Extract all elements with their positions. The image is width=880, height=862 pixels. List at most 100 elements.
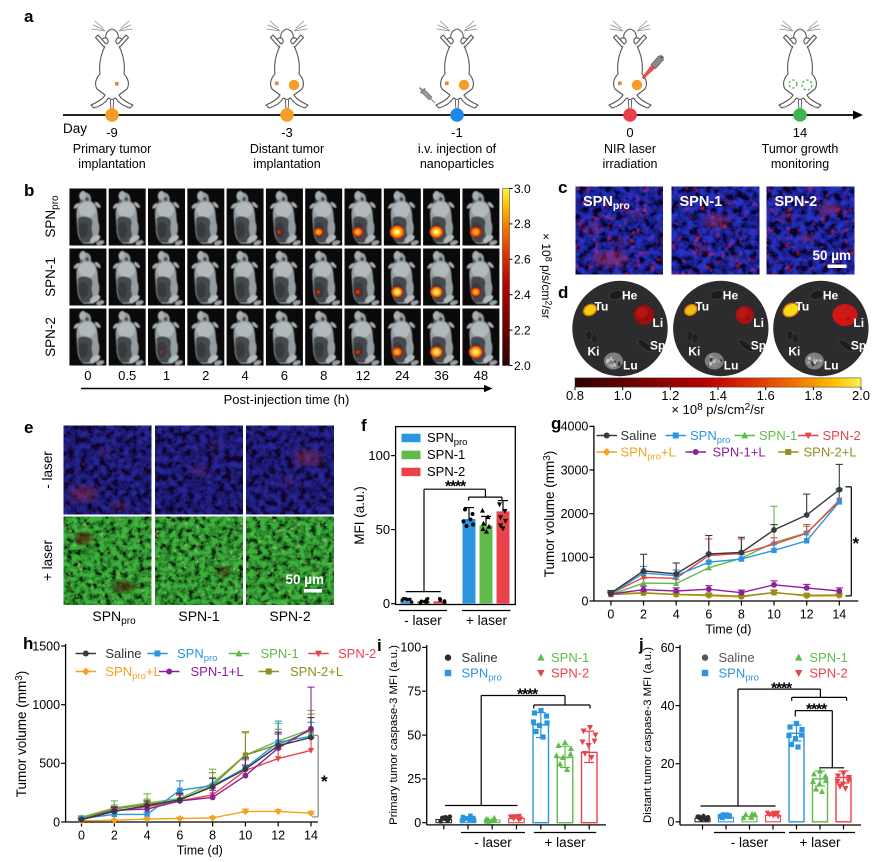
svg-text:SPN-1+L: SPN-1+L xyxy=(191,664,244,679)
svg-text:4: 4 xyxy=(144,829,151,843)
svg-text:Ki: Ki xyxy=(788,345,800,359)
svg-text:SPN-1: SPN-1 xyxy=(809,650,847,665)
svg-text:Saline: Saline xyxy=(462,650,498,665)
svg-text:0: 0 xyxy=(414,816,421,830)
svg-text:SPN-2: SPN-2 xyxy=(551,666,589,681)
svg-text:- laser: - laser xyxy=(404,613,442,628)
svg-text:Primary tumor caspase-3 MFI (a: Primary tumor caspase-3 MFI (a.u.) xyxy=(388,645,400,825)
svg-text:50: 50 xyxy=(376,522,390,537)
svg-text:SPN-2: SPN-2 xyxy=(823,428,861,443)
svg-text:0.8: 0.8 xyxy=(566,388,584,403)
svg-text:Saline: Saline xyxy=(105,646,141,661)
svg-text:10: 10 xyxy=(767,608,781,622)
svg-text:× 108 p/s/cm2/sr: × 108 p/s/cm2/sr xyxy=(671,402,765,417)
svg-text:*: * xyxy=(321,772,328,791)
svg-text:****: **** xyxy=(445,479,467,496)
svg-text:500: 500 xyxy=(39,757,60,771)
svg-text:SPN-2: SPN-2 xyxy=(775,194,818,210)
svg-text:1000: 1000 xyxy=(32,698,60,712)
svg-text:2: 2 xyxy=(640,608,647,622)
svg-text:0: 0 xyxy=(626,125,633,140)
svg-text:3000: 3000 xyxy=(561,463,589,477)
svg-text:4: 4 xyxy=(241,368,248,383)
svg-text:d: d xyxy=(558,283,568,302)
svg-text:SPN-1: SPN-1 xyxy=(680,194,723,210)
svg-text:nanoparticles: nanoparticles xyxy=(420,157,494,171)
svg-text:monitoring: monitoring xyxy=(771,157,829,171)
svg-text:Distant tumor: Distant tumor xyxy=(250,142,324,156)
svg-text:a: a xyxy=(24,7,34,26)
svg-text:0: 0 xyxy=(668,815,675,829)
svg-text:implantation: implantation xyxy=(253,157,320,171)
svg-text:Time (d): Time (d) xyxy=(705,623,751,637)
svg-text:10: 10 xyxy=(238,829,252,843)
svg-text:14: 14 xyxy=(304,829,318,843)
svg-text:SPN-2: SPN-2 xyxy=(809,666,847,681)
svg-text:60: 60 xyxy=(661,641,675,655)
svg-text:1500: 1500 xyxy=(32,639,60,653)
svg-text:Saline: Saline xyxy=(719,650,755,665)
svg-text:Sp: Sp xyxy=(650,339,665,353)
svg-text:SPN-1: SPN-1 xyxy=(261,646,299,661)
svg-text:4: 4 xyxy=(673,608,680,622)
svg-text:0: 0 xyxy=(78,829,85,843)
svg-text:MFI (a.u.): MFI (a.u.) xyxy=(352,486,367,545)
svg-text:2: 2 xyxy=(111,829,118,843)
svg-text:1.8: 1.8 xyxy=(804,388,822,403)
svg-text:- laser: - laser xyxy=(474,835,512,850)
svg-text:14: 14 xyxy=(832,608,846,622)
svg-text:2.8: 2.8 xyxy=(514,217,531,231)
svg-text:Lu: Lu xyxy=(724,359,739,373)
svg-text:2000: 2000 xyxy=(561,507,589,521)
svg-text:1000: 1000 xyxy=(561,551,589,565)
svg-text:1: 1 xyxy=(163,368,170,383)
svg-text:- laser: - laser xyxy=(40,451,55,489)
svg-text:SPN-2+L: SPN-2+L xyxy=(290,664,343,679)
svg-text:****: **** xyxy=(806,702,828,719)
svg-text:****: **** xyxy=(771,681,793,698)
svg-text:25: 25 xyxy=(407,772,421,786)
svg-text:SPN-1: SPN-1 xyxy=(43,257,58,297)
svg-text:2.0: 2.0 xyxy=(852,388,870,403)
svg-text:Lu: Lu xyxy=(623,359,638,373)
svg-text:Lu: Lu xyxy=(824,359,839,373)
svg-text:0: 0 xyxy=(84,368,91,383)
svg-text:0: 0 xyxy=(53,815,60,829)
svg-text:SPN-1: SPN-1 xyxy=(427,447,465,462)
svg-text:50 µm: 50 µm xyxy=(812,248,851,263)
svg-text:+ laser: + laser xyxy=(545,835,586,850)
svg-text:****: **** xyxy=(517,687,539,704)
svg-text:75: 75 xyxy=(407,685,421,699)
svg-text:f: f xyxy=(361,416,367,435)
svg-text:2.4: 2.4 xyxy=(514,288,531,302)
svg-text:-3: -3 xyxy=(281,125,293,140)
svg-text:SPN-1: SPN-1 xyxy=(178,608,219,624)
svg-text:0: 0 xyxy=(607,608,614,622)
svg-text:48: 48 xyxy=(474,368,488,383)
svg-text:SPN-2: SPN-2 xyxy=(43,317,58,357)
svg-text:-1: -1 xyxy=(451,125,463,140)
svg-text:12: 12 xyxy=(800,608,814,622)
svg-text:Time (d): Time (d) xyxy=(177,844,223,858)
svg-text:+ laser: + laser xyxy=(40,540,55,581)
svg-text:irradiation: irradiation xyxy=(603,157,658,171)
svg-text:40: 40 xyxy=(661,699,675,713)
svg-text:100: 100 xyxy=(368,448,390,463)
svg-text:50 µm: 50 µm xyxy=(285,572,324,587)
svg-text:SPN-2: SPN-2 xyxy=(427,464,465,479)
svg-text:Sp: Sp xyxy=(751,339,766,353)
svg-text:i: i xyxy=(377,636,382,655)
svg-text:implantation: implantation xyxy=(78,157,145,171)
svg-text:He: He xyxy=(723,289,739,303)
svg-text:50: 50 xyxy=(407,728,421,742)
svg-text:8: 8 xyxy=(320,368,327,383)
svg-text:Primary tumor: Primary tumor xyxy=(73,142,151,156)
svg-text:Sp: Sp xyxy=(851,339,866,353)
svg-text:Post-injection time (h): Post-injection time (h) xyxy=(224,392,350,407)
svg-text:1.2: 1.2 xyxy=(661,388,679,403)
svg-text:NIR laser: NIR laser xyxy=(604,142,656,156)
svg-text:Ki: Ki xyxy=(688,345,700,359)
svg-text:e: e xyxy=(24,418,33,437)
svg-text:× 108 p/s/cm2/sr: × 108 p/s/cm2/sr xyxy=(539,233,554,319)
svg-text:h: h xyxy=(23,634,33,653)
